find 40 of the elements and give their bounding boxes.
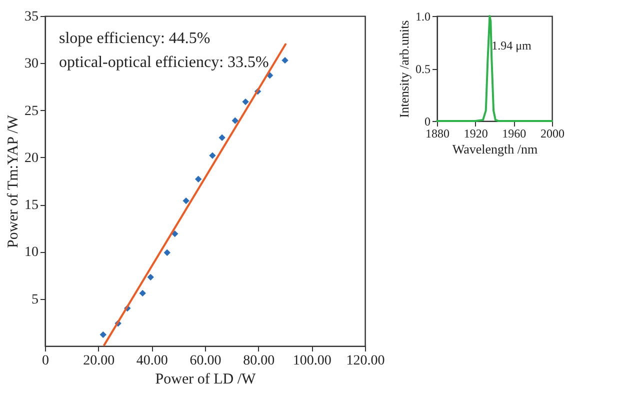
x-tick-label: 0 bbox=[42, 354, 49, 368]
annotation: optical-optical efficiency: 33.5% bbox=[59, 54, 269, 71]
x-tick-label: 40.00 bbox=[136, 354, 168, 368]
y-tick-label: 0 bbox=[424, 114, 430, 128]
y-tick-label: 35 bbox=[24, 10, 38, 24]
point bbox=[139, 290, 146, 297]
y-tick-label: 30 bbox=[24, 56, 38, 72]
x-axis-title: Power of LD /W bbox=[155, 372, 257, 388]
point bbox=[182, 197, 190, 204]
x-tick-label: 120.00 bbox=[346, 354, 385, 368]
point bbox=[218, 134, 226, 141]
y-tick-label: 20 bbox=[24, 150, 38, 166]
point bbox=[209, 152, 216, 159]
y-tick-label: 10 bbox=[24, 245, 38, 260]
x-tick-label: 1880 bbox=[426, 126, 450, 140]
point bbox=[172, 230, 178, 238]
point bbox=[164, 249, 170, 256]
x-tick-label: 100.00 bbox=[292, 354, 332, 368]
x-tick-label: 80.00 bbox=[243, 354, 275, 368]
x-tick-label: 2000 bbox=[540, 126, 564, 140]
point bbox=[232, 117, 238, 124]
point bbox=[194, 176, 202, 182]
annotation: slope efficiency: 44.5% bbox=[59, 30, 210, 47]
y-tick-label: 5 bbox=[32, 292, 38, 308]
point bbox=[282, 56, 288, 64]
x-tick-label: 60.00 bbox=[190, 354, 222, 368]
y-axis-title: Intensity /arb.units bbox=[396, 20, 412, 118]
y-axis-title: Power of Tm:YAP /W bbox=[6, 114, 22, 248]
annotation: 1.94 μm bbox=[492, 38, 532, 52]
point bbox=[147, 274, 154, 281]
y-tick-label: 1.0 bbox=[416, 10, 430, 24]
x-tick-label: 1920 bbox=[464, 126, 488, 140]
x-tick-label: 1960 bbox=[502, 126, 526, 140]
y-tick-label: 0.5 bbox=[416, 62, 430, 76]
point bbox=[100, 331, 106, 338]
point bbox=[242, 98, 249, 106]
x-tick-label: 20.00 bbox=[83, 354, 115, 368]
x-axis-title: Wavelength /nm bbox=[452, 142, 538, 156]
y-tick-label: 15 bbox=[24, 198, 38, 214]
y-tick-label: 25 bbox=[24, 104, 38, 119]
